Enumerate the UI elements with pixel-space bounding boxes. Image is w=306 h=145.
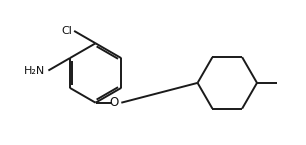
Text: O: O — [110, 96, 119, 109]
Text: Cl: Cl — [61, 26, 72, 36]
Text: H₂N: H₂N — [24, 66, 45, 76]
